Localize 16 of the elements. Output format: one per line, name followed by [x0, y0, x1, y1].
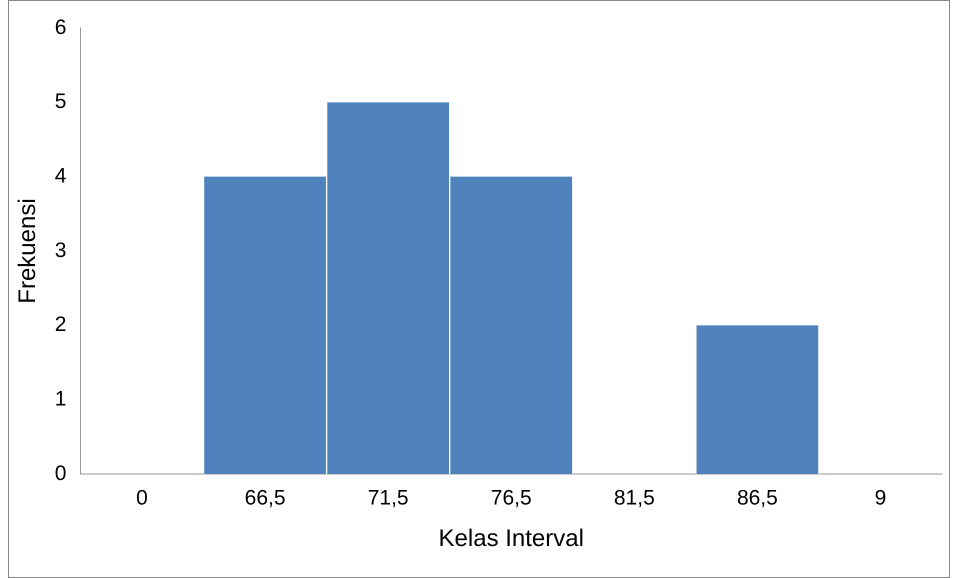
x-tick-label: 0	[136, 486, 148, 510]
x-tick-label: 81,5	[614, 486, 655, 510]
y-tick-label: 5	[54, 90, 66, 114]
y-tick-label: 3	[54, 238, 66, 262]
x-axis-title: Kelas Interval	[438, 525, 584, 552]
x-tick-label: 9	[874, 486, 886, 510]
y-tick-label: 2	[54, 313, 66, 336]
y-tick-label: 4	[54, 164, 67, 188]
x-tick-label: 76,5	[490, 486, 532, 510]
y-axis-title: Frekuensi	[14, 198, 42, 304]
x-tick-label: 66,5	[244, 486, 286, 510]
x-tick-label: 86,5	[736, 486, 778, 510]
y-tick-label: 6	[54, 16, 66, 39]
y-tick-label: 0	[54, 462, 66, 485]
y-tick-label: 1	[54, 387, 66, 410]
x-tick-label: 71,5	[368, 486, 409, 510]
